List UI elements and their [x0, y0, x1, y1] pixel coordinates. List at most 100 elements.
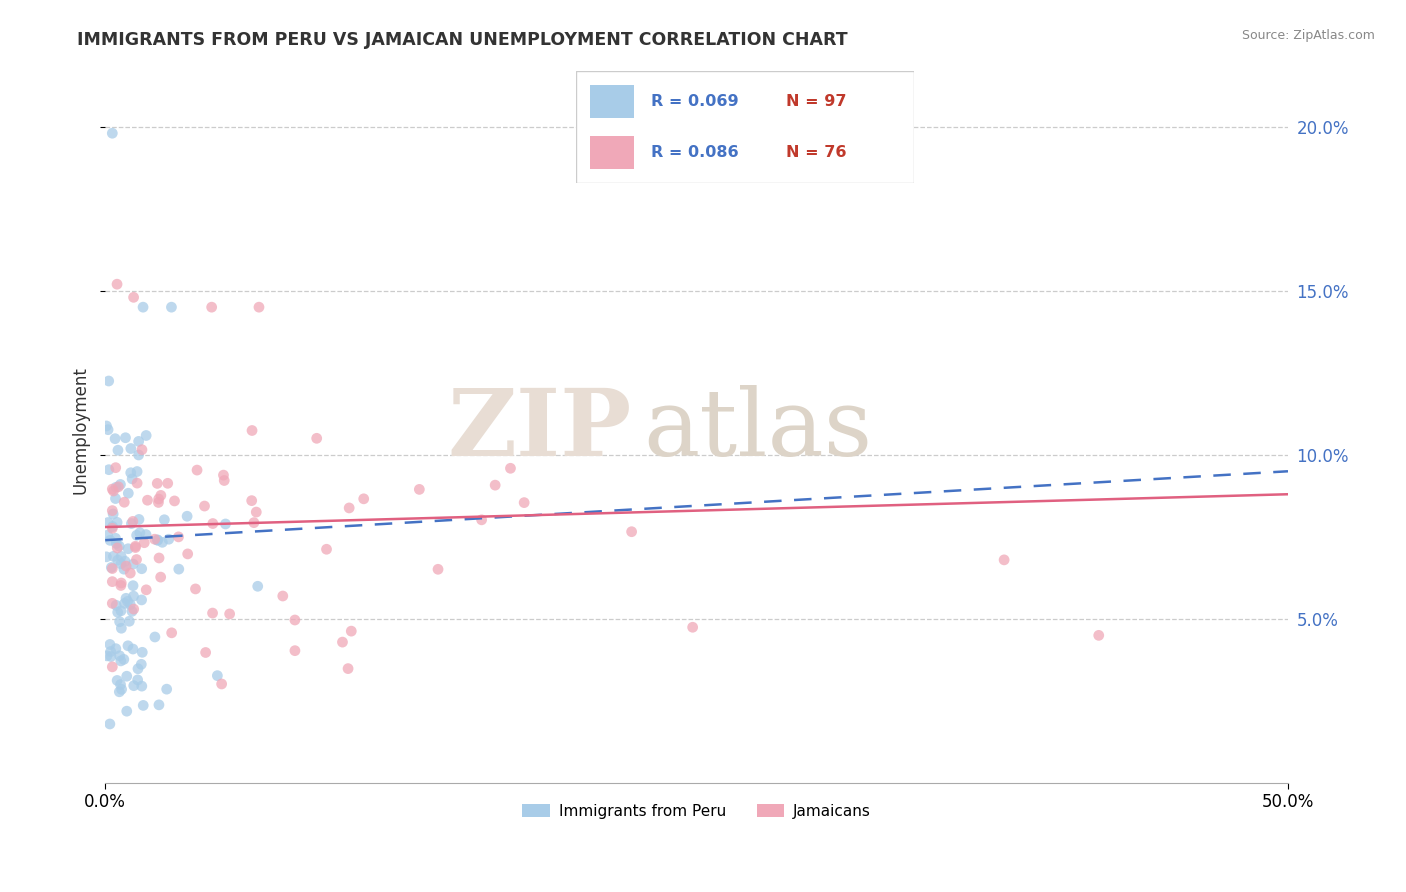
- Point: [96, 648, 118, 663]
- Point: [117, 486, 139, 500]
- Point: [127, 476, 149, 491]
- Point: [122, 679, 145, 693]
- Point: [513, 495, 536, 509]
- Point: [107, 605, 129, 619]
- Point: [97, 463, 120, 477]
- Point: [96, 549, 118, 564]
- Point: [114, 554, 136, 568]
- Point: [148, 491, 170, 506]
- Point: [120, 516, 142, 531]
- Point: [97, 423, 120, 437]
- Point: [132, 300, 155, 314]
- Point: [131, 442, 153, 457]
- Point: [122, 589, 145, 603]
- Point: [620, 524, 643, 539]
- Point: [120, 442, 142, 456]
- Point: [112, 562, 135, 576]
- Point: [127, 465, 149, 479]
- Point: [110, 477, 132, 491]
- Point: [193, 499, 215, 513]
- Point: [100, 644, 122, 658]
- Point: [129, 657, 152, 672]
- Point: [131, 593, 153, 607]
- Point: [471, 513, 494, 527]
- Point: [131, 645, 153, 659]
- Point: [146, 476, 169, 491]
- Point: [122, 290, 145, 304]
- Point: [128, 434, 150, 449]
- Point: [108, 539, 131, 553]
- Point: [108, 615, 131, 629]
- Point: [105, 599, 128, 613]
- Point: [110, 621, 132, 635]
- Point: [112, 495, 135, 509]
- Point: [201, 300, 224, 314]
- Point: [105, 516, 128, 530]
- Text: ZIP: ZIP: [447, 385, 631, 475]
- Point: [98, 717, 121, 731]
- Point: [305, 431, 328, 445]
- Legend: Immigrants from Peru, Jamaicans: Immigrants from Peru, Jamaicans: [516, 797, 877, 825]
- Point: [176, 547, 198, 561]
- Point: [114, 596, 136, 610]
- Point: [114, 431, 136, 445]
- Text: N = 76: N = 76: [786, 145, 846, 161]
- Point: [108, 685, 131, 699]
- Point: [247, 300, 270, 314]
- Point: [110, 578, 132, 592]
- Point: [117, 541, 139, 556]
- Point: [124, 539, 146, 553]
- Point: [110, 682, 132, 697]
- Point: [148, 698, 170, 712]
- Point: [315, 542, 337, 557]
- Point: [176, 509, 198, 524]
- Point: [120, 566, 142, 580]
- Point: [122, 602, 145, 616]
- Point: [110, 549, 132, 564]
- Point: [105, 673, 128, 688]
- Point: [104, 531, 127, 545]
- Point: [115, 559, 138, 574]
- Point: [337, 500, 360, 515]
- Point: [115, 591, 138, 606]
- Text: R = 0.069: R = 0.069: [651, 94, 738, 109]
- Point: [128, 525, 150, 540]
- Point: [101, 503, 124, 517]
- Point: [340, 624, 363, 639]
- Point: [211, 677, 233, 691]
- Point: [96, 419, 118, 434]
- Point: [98, 533, 121, 548]
- Point: [127, 673, 149, 687]
- Point: [105, 480, 128, 494]
- Point: [207, 668, 229, 682]
- Point: [156, 682, 179, 697]
- Point: [101, 521, 124, 535]
- Point: [134, 535, 156, 549]
- Point: [353, 491, 375, 506]
- Point: [105, 536, 128, 550]
- Point: [499, 461, 522, 475]
- Point: [110, 604, 132, 618]
- Point: [135, 582, 157, 597]
- Text: IMMIGRANTS FROM PERU VS JAMAICAN UNEMPLOYMENT CORRELATION CHART: IMMIGRANTS FROM PERU VS JAMAICAN UNEMPLO…: [77, 31, 848, 49]
- Point: [110, 677, 132, 691]
- Point: [484, 478, 506, 492]
- Text: R = 0.086: R = 0.086: [651, 145, 738, 161]
- Point: [136, 493, 159, 508]
- Point: [122, 579, 145, 593]
- Point: [103, 483, 125, 498]
- Point: [148, 551, 170, 566]
- Point: [107, 443, 129, 458]
- Point: [146, 533, 169, 548]
- Point: [110, 654, 132, 668]
- Point: [118, 614, 141, 628]
- Point: [117, 594, 139, 608]
- Point: [160, 625, 183, 640]
- Point: [194, 646, 217, 660]
- Point: [128, 512, 150, 526]
- Point: [120, 466, 142, 480]
- Point: [146, 533, 169, 547]
- Point: [104, 641, 127, 656]
- Point: [124, 541, 146, 555]
- Point: [148, 495, 170, 509]
